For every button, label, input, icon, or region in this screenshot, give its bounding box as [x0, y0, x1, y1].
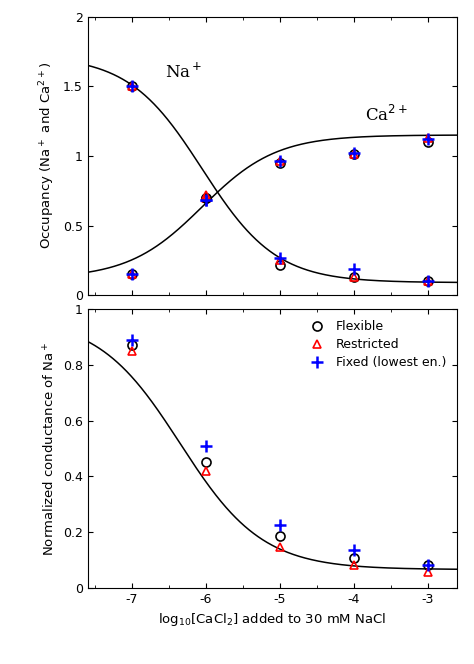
X-axis label: log$_{10}$[CaCl$_2$] added to 30 mM NaCl: log$_{10}$[CaCl$_2$] added to 30 mM NaCl — [158, 611, 387, 628]
Legend: Flexible, Restricted, Fixed (lowest en.): Flexible, Restricted, Fixed (lowest en.) — [300, 315, 451, 374]
Y-axis label: Occupancy (Na$^+$ and Ca$^{2+}$): Occupancy (Na$^+$ and Ca$^{2+}$) — [37, 62, 57, 250]
Text: Ca$^{2+}$: Ca$^{2+}$ — [365, 105, 408, 125]
Y-axis label: Normalized conductance of Na$^+$: Normalized conductance of Na$^+$ — [42, 341, 57, 556]
Text: Na$^+$: Na$^+$ — [165, 62, 203, 82]
